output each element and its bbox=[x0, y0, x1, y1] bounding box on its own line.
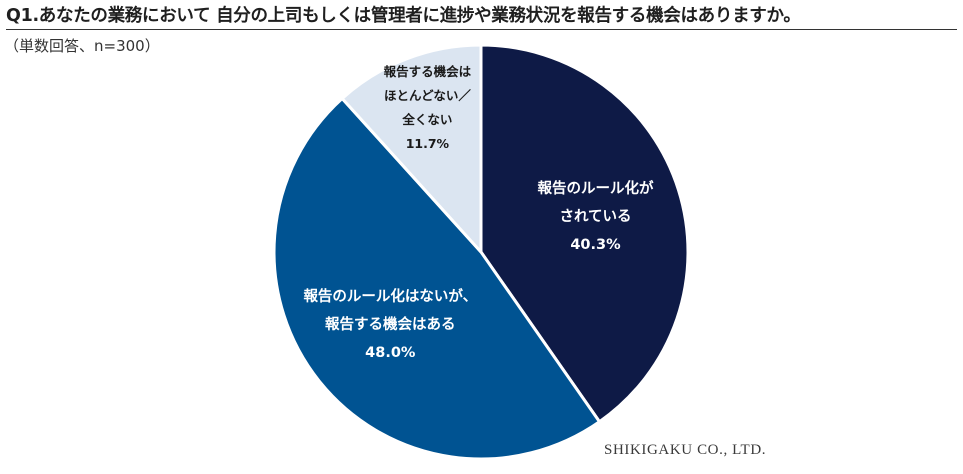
pie-slice-1 bbox=[479, 43, 690, 424]
title-underline bbox=[6, 29, 957, 30]
pie-labels: 報告のルール化がされている 40.3% 報告のルール化はないが、報告する機会はある 4… bbox=[303, 64, 654, 361]
company-credit: SHIKIGAKU CO., LTD. bbox=[604, 442, 767, 458]
slice-category-label: ほとんどない／ bbox=[384, 88, 471, 103]
slice-percent-label: 48.0% bbox=[365, 345, 416, 361]
slice-label-3: 報告する機会はほとんどない／ 全くない 11.7% bbox=[384, 64, 472, 151]
pie-slice-3 bbox=[340, 43, 483, 254]
slice-category-label: 全くない bbox=[401, 112, 452, 127]
slice-category-label: 報告する機会はある bbox=[325, 315, 456, 333]
slice-percent-label: 11.7% bbox=[406, 136, 450, 151]
slice-category-label: 報告する機会は bbox=[384, 64, 472, 79]
slice-category-label: されている bbox=[559, 208, 631, 225]
pie-slice-2 bbox=[272, 96, 601, 461]
slice-percent-label: 40.3% bbox=[570, 237, 621, 253]
slice-label-1: 報告のルール化がされている 40.3% bbox=[538, 179, 654, 253]
slice-category-label: 報告のルール化はないが、 bbox=[303, 287, 477, 305]
chart-subtitle: （単数回答、n=300） bbox=[4, 37, 160, 55]
slice-label-2: 報告のルール化はないが、報告する機会はある 48.0% bbox=[303, 287, 477, 361]
chart-title: Q1.あなたの業務において 自分の上司もしくは管理者に進捗や業務状況を報告する機… bbox=[6, 6, 801, 26]
slice-category-label: 報告のルール化が bbox=[538, 179, 654, 197]
pie-slices bbox=[272, 43, 690, 461]
